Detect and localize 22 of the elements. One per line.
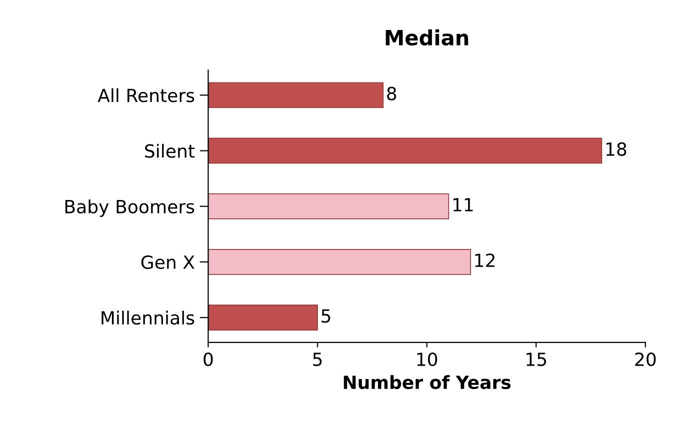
x-tick-label: 5 (313, 352, 322, 366)
y-tick-label: Baby Boomers (65, 199, 194, 217)
bar (208, 193, 450, 220)
x-tick-label: 15 (526, 352, 546, 366)
data-label: 18 (606, 142, 626, 156)
chart-title: Median (386, 29, 468, 46)
data-label: 8 (387, 86, 396, 100)
bar (208, 304, 318, 330)
y-tick-label: Millennials (102, 310, 194, 325)
bar (208, 249, 471, 275)
y-tick-label: All Renters (98, 88, 194, 102)
bar (208, 138, 602, 164)
data-label: 5 (322, 309, 330, 323)
y-tick-label: Gen X (141, 255, 194, 270)
data-label: 12 (475, 254, 494, 267)
data-label: 11 (453, 198, 473, 212)
bar (208, 82, 384, 108)
x-tick-label: 0 (204, 352, 213, 366)
y-tick-label: Silent (145, 144, 195, 158)
x-axis-title: Number of Years (344, 375, 511, 390)
x-tick-label: 20 (635, 352, 656, 366)
x-tick-label: 10 (417, 352, 438, 366)
